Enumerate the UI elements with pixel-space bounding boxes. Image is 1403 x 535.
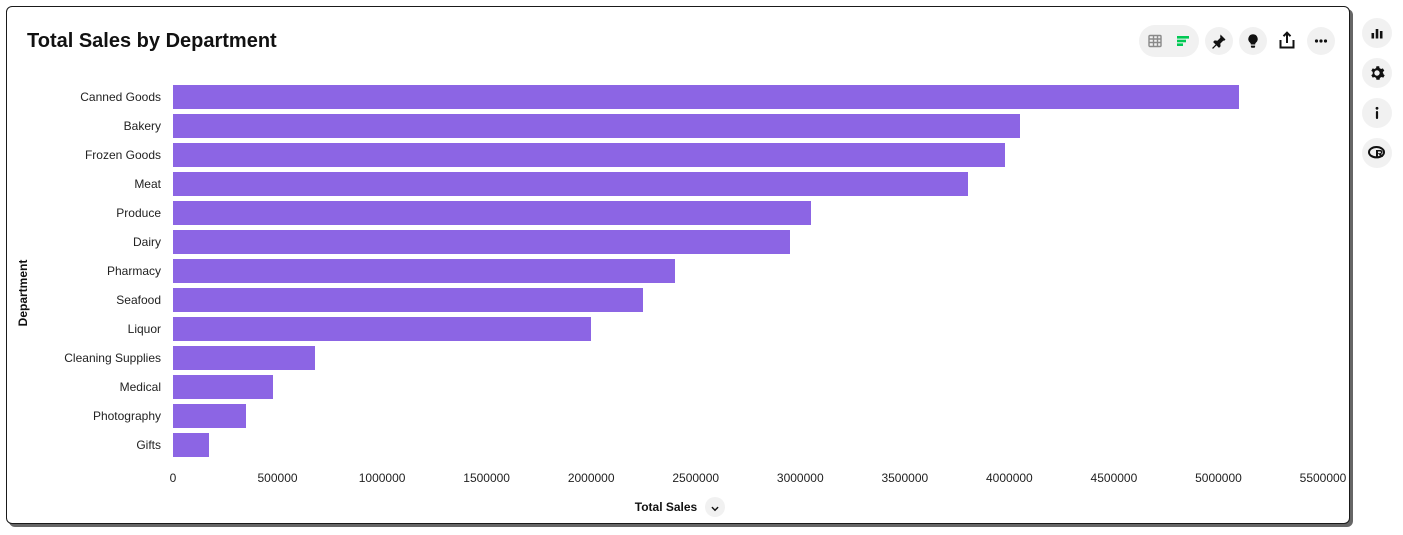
bar[interactable] (173, 259, 675, 283)
bar[interactable] (173, 143, 1005, 167)
x-tick-label: 1500000 (463, 471, 510, 485)
lightbulb-icon (1245, 33, 1261, 49)
x-axis-title-row: Total Sales (27, 497, 1333, 517)
x-tick-label: 4000000 (986, 471, 1033, 485)
more-button[interactable] (1307, 27, 1335, 55)
table-icon (1147, 33, 1163, 49)
x-tick-label: 3000000 (777, 471, 824, 485)
bar[interactable] (173, 114, 1020, 138)
pin-icon (1211, 33, 1227, 49)
chart-area: Department Canned GoodsBakeryFrozen Good… (27, 71, 1333, 515)
bar[interactable] (173, 201, 811, 225)
toolbar (1139, 25, 1335, 57)
bar[interactable] (173, 346, 315, 370)
bar[interactable] (173, 85, 1239, 109)
info-button[interactable] (1362, 98, 1392, 128)
bar[interactable] (173, 375, 273, 399)
arrow-down-icon (709, 501, 721, 513)
side-rail (1361, 18, 1393, 168)
y-tick-label: Produce (116, 206, 161, 220)
bar[interactable] (173, 404, 246, 428)
info-icon (1369, 105, 1385, 121)
chart-title: Total Sales by Department (27, 30, 277, 53)
x-tick-label: 2000000 (568, 471, 615, 485)
y-tick-label: Frozen Goods (85, 148, 161, 162)
y-tick-label: Seafood (116, 293, 161, 307)
r-lang-icon (1368, 144, 1386, 162)
ellipsis-icon (1313, 33, 1329, 49)
horizontal-bars-icon (1175, 33, 1191, 49)
view-mode-segment (1139, 25, 1199, 57)
y-tick-label: Bakery (124, 119, 161, 133)
bar[interactable] (173, 230, 790, 254)
y-tick-label: Canned Goods (80, 90, 161, 104)
x-tick-label: 3500000 (881, 471, 928, 485)
y-tick-label: Cleaning Supplies (64, 351, 161, 365)
x-tick-label: 5500000 (1300, 471, 1347, 485)
bar[interactable] (173, 288, 643, 312)
insight-button[interactable] (1239, 27, 1267, 55)
x-tick-label: 1000000 (359, 471, 406, 485)
y-axis-labels: Canned Goods Bakery Frozen Goods Meat Produc… (27, 85, 167, 465)
x-tick-label: 500000 (258, 471, 298, 485)
bar[interactable] (173, 317, 591, 341)
y-tick-label: Meat (134, 177, 161, 191)
share-icon (1277, 31, 1297, 51)
chart-tab-button[interactable] (1362, 18, 1392, 48)
chart-panel: Total Sales by Department (6, 6, 1350, 524)
y-tick-label: Photography (93, 409, 161, 423)
x-axis-title: Total Sales (635, 500, 697, 514)
y-tick-label: Gifts (136, 438, 161, 452)
panel-header: Total Sales by Department (27, 25, 1335, 57)
x-tick-label: 2500000 (672, 471, 719, 485)
gear-icon (1369, 65, 1385, 81)
x-tick-label: 4500000 (1091, 471, 1138, 485)
settings-button[interactable] (1362, 58, 1392, 88)
pin-button[interactable] (1205, 27, 1233, 55)
bar[interactable] (173, 172, 968, 196)
bar[interactable] (173, 433, 209, 457)
x-tick-label: 5000000 (1195, 471, 1242, 485)
table-view-button[interactable] (1141, 27, 1169, 55)
y-tick-label: Medical (120, 380, 161, 394)
x-axis-ticks: 0 500000 1000000 1500000 2000000 2500000 30000… (173, 471, 1323, 491)
y-tick-label: Pharmacy (107, 264, 161, 278)
x-tick-label: 0 (170, 471, 177, 485)
y-tick-label: Dairy (133, 235, 161, 249)
r-script-button[interactable] (1362, 138, 1392, 168)
y-tick-label: Liquor (128, 322, 161, 336)
plot-area (173, 85, 1323, 465)
sort-desc-button[interactable] (705, 497, 725, 517)
bar-chart-icon (1369, 25, 1385, 41)
export-button[interactable] (1273, 27, 1301, 55)
bar-view-button[interactable] (1169, 27, 1197, 55)
